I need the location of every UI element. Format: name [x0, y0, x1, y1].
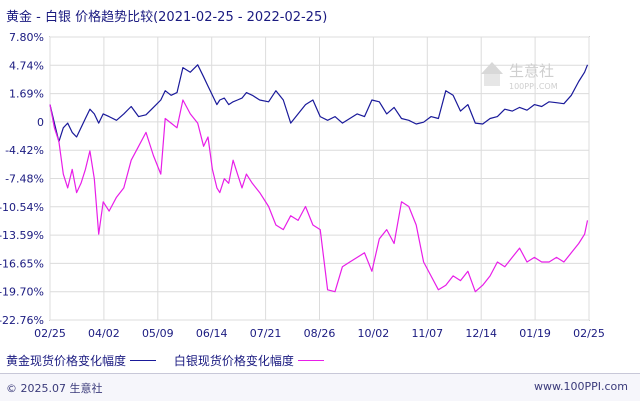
legend-item-silver: 白银现货价格变化幅度	[174, 352, 324, 369]
x-tick-label: 02/25	[34, 327, 66, 340]
legend-swatch-silver	[297, 360, 324, 361]
y-tick-label: -4.42%	[5, 144, 44, 157]
legend-label-silver: 白银现货价格变化幅度	[173, 354, 294, 368]
y-tick-label: 1.69%	[9, 88, 44, 101]
y-tick-label: -10.54%	[0, 201, 44, 214]
grid-layer	[49, 36, 590, 321]
y-tick-label: 7.80%	[9, 31, 44, 44]
legend-label-gold: 黄金现货价格变化幅度	[6, 354, 127, 368]
legend-swatch-gold	[130, 360, 157, 361]
watermark-logo-roof	[481, 62, 503, 74]
x-tick-label: 06/14	[196, 327, 228, 340]
y-tick-label: -22.76%	[0, 314, 44, 327]
series-line-gold	[49, 64, 589, 143]
footer-copyright: © 2025.07 生意社	[6, 382, 103, 395]
x-axis: 02/25 04/02 05/09 06/14 07/21 08/26 10/02 11/07…	[34, 327, 605, 340]
x-tick-label: 04/02	[88, 327, 120, 340]
legend-item-gold: 黄金现货价格变化幅度	[6, 352, 157, 369]
watermark: 生意社 100PPI.COM	[481, 62, 558, 91]
watermark-name: 生意社	[509, 62, 554, 80]
legend: 黄金现货价格变化幅度 白银现货价格变化幅度	[6, 352, 338, 369]
x-tick-label: 10/02	[358, 327, 390, 340]
y-tick-label: -19.70%	[0, 286, 44, 299]
chart-title: 黄金 - 白银 价格趋势比较(2021-02-25 - 2022-02-25)	[6, 10, 328, 25]
x-tick-label: 02/25	[573, 327, 605, 340]
x-tick-label: 11/07	[411, 327, 443, 340]
x-tick-label: 07/21	[250, 327, 282, 340]
y-tick-label: -7.48%	[5, 173, 44, 186]
y-tick-label: 4.74%	[9, 59, 44, 72]
x-tick-label: 12/14	[465, 327, 497, 340]
x-tick-label: 08/26	[304, 327, 336, 340]
series-line-silver	[49, 99, 589, 293]
y-axis: 7.80% 4.74% 1.69% 0 -4.42% -7.48% -10.54% -13.5…	[0, 31, 44, 327]
watermark-logo-house	[484, 74, 500, 86]
series-layer	[49, 64, 589, 293]
watermark-url: 100PPI.COM	[509, 82, 558, 91]
x-tick-label: 05/09	[142, 327, 174, 340]
y-tick-label: -13.59%	[0, 229, 44, 242]
footer: © 2025.07 生意社 www.100PPI.com	[0, 373, 640, 401]
y-tick-label: -16.65%	[0, 257, 44, 270]
x-tick-label: 01/19	[519, 327, 551, 340]
y-tick-label: 0	[37, 116, 44, 129]
footer-site-link[interactable]: www.100PPI.com	[534, 380, 628, 393]
